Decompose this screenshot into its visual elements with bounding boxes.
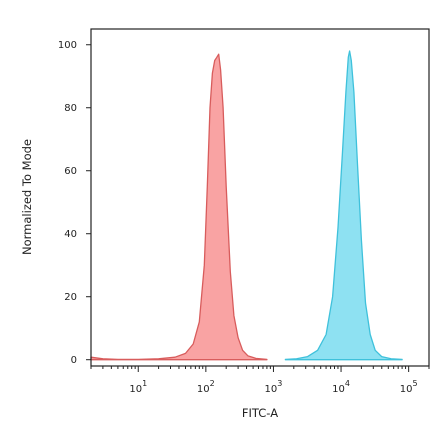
- x-tick-label: 103: [265, 379, 283, 395]
- x-tick-label: 105: [400, 379, 418, 395]
- x-tick-label: 101: [129, 379, 147, 395]
- x-axis-label: FITC-A: [242, 406, 278, 420]
- y-tick-label: 40: [64, 229, 77, 240]
- x-axis-ticks: 101 102 103 104 105: [90, 366, 430, 395]
- y-axis-ticks: 0 20 40 60 80 100: [58, 40, 91, 366]
- y-tick-label: 0: [71, 355, 77, 366]
- histogram-area-1: [90, 53, 268, 361]
- plot-frame: [90, 28, 430, 367]
- y-tick-label: 60: [64, 166, 77, 177]
- series-layer: [90, 50, 403, 361]
- histogram-area-2: [284, 50, 403, 361]
- y-tick-label: 80: [64, 103, 77, 114]
- y-tick-label: 100: [58, 40, 77, 51]
- y-tick-label: 20: [64, 292, 77, 303]
- y-axis-label: Normalized To Mode: [20, 139, 34, 255]
- x-tick-label: 102: [197, 379, 215, 395]
- x-tick-label: 104: [332, 379, 350, 395]
